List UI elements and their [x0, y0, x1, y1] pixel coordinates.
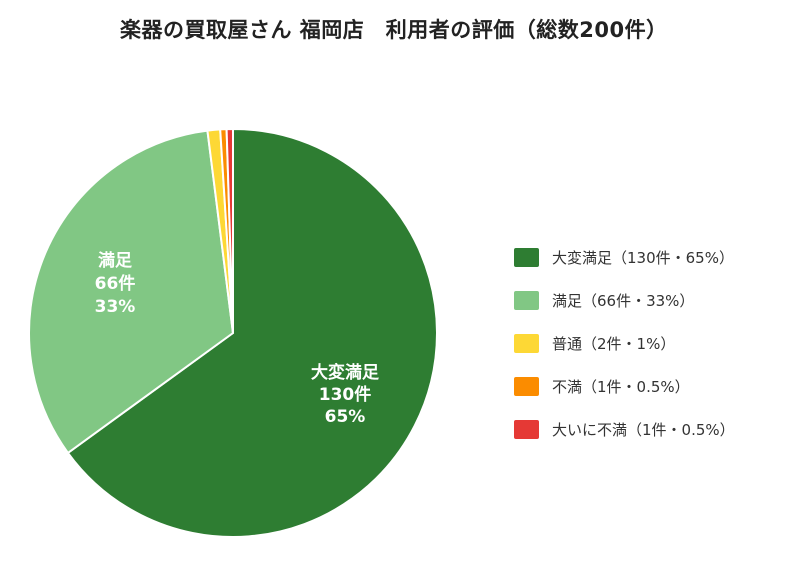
- svg-text:65%: 65%: [325, 407, 366, 427]
- legend-swatch: [514, 291, 539, 310]
- legend-item-very-satisfied[interactable]: 大変満足（130件・65%）: [514, 236, 735, 279]
- legend-item-dissatisfied[interactable]: 不満（1件・0.5%）: [514, 365, 735, 408]
- svg-text:満足: 満足: [98, 250, 132, 271]
- pie-slice-very-dissatisfied[interactable]: [225, 127, 234, 334]
- legend: 大変満足（130件・65%） 満足（66件・33%） 普通（2件・1%） 不満（…: [514, 236, 735, 451]
- pie-slices: [28, 127, 438, 538]
- legend-swatch: [514, 334, 539, 353]
- legend-swatch: [514, 248, 539, 267]
- legend-swatch: [514, 377, 539, 396]
- legend-item-satisfied[interactable]: 満足（66件・33%）: [514, 279, 735, 322]
- svg-text:130件: 130件: [319, 384, 372, 405]
- svg-text:33%: 33%: [95, 297, 136, 317]
- legend-swatch: [514, 420, 539, 439]
- svg-text:66件: 66件: [95, 273, 136, 294]
- slice-label-satisfied: 満足 66件 33%: [95, 250, 136, 317]
- legend-label: 大いに不満（1件・0.5%）: [552, 421, 735, 439]
- legend-label: 不満（1件・0.5%）: [552, 378, 690, 396]
- legend-item-very-dissatisfied[interactable]: 大いに不満（1件・0.5%）: [514, 408, 735, 451]
- pie-slice-very-satisfied[interactable]: [66, 127, 438, 538]
- pie-slice-satisfied[interactable]: [28, 129, 235, 455]
- chart-title: 楽器の買取屋さん 福岡店 利用者の評価（総数200件）: [120, 18, 668, 42]
- legend-label: 大変満足（130件・65%）: [552, 249, 734, 267]
- svg-text:大変満足: 大変満足: [311, 362, 379, 383]
- slice-label-very-satisfied: 大変満足 130件 65%: [311, 362, 379, 427]
- legend-label: 満足（66件・33%）: [552, 292, 695, 310]
- legend-item-neutral[interactable]: 普通（2件・1%）: [514, 322, 735, 365]
- legend-label: 普通（2件・1%）: [552, 335, 676, 353]
